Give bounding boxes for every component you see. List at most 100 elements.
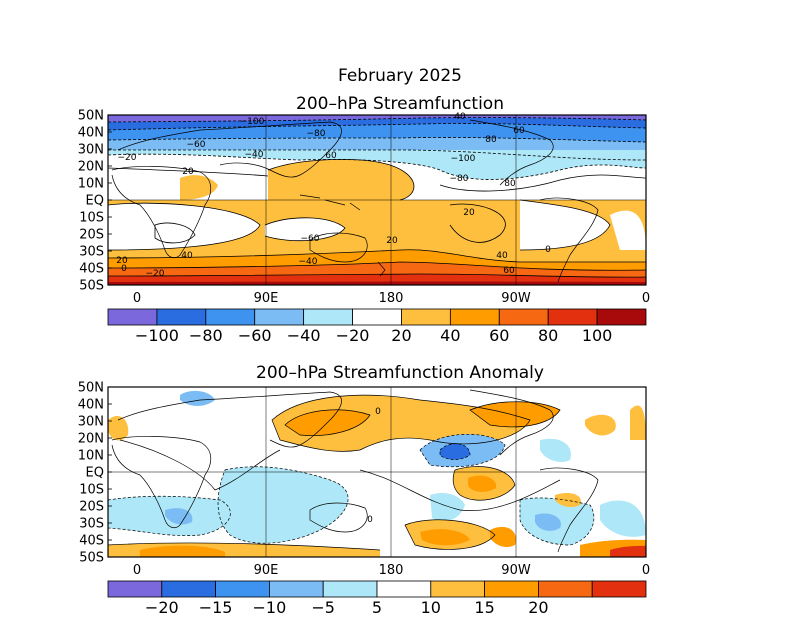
colorbar-label: 10 [421,598,441,617]
colorbar-swatch [547,308,598,326]
lat-tick-label: 10S [79,483,104,498]
contour-label: 0 [367,515,373,525]
lon-tick-label: 90E [254,291,279,306]
colorbar-label: 100 [582,326,613,345]
contour-label: 0 [375,407,381,417]
colorbar-swatch [215,580,270,598]
lat-tick-label: 50S [79,551,104,566]
lat-tick-label: 50N [78,109,104,124]
colorbar-swatch [376,580,432,598]
colorbar-label: 5 [372,598,382,617]
region-20-nh-africa [180,175,218,200]
coast-south-america [539,197,599,283]
colorbar-swatch [254,308,305,326]
contour-label: −20 [118,153,137,163]
colorbar2: −20 −15 −10 −5 5 10 15 20 [107,580,647,617]
coast-indonesia [299,194,361,211]
coast-africa [111,166,212,259]
colorbar-label: 20 [391,326,411,345]
colorbar1: −100 −80 −60 −40 −20 20 40 60 80 100 [107,308,647,345]
figure-title: February 2025 [338,66,462,86]
lat-tick-label: 20N [78,160,104,175]
lat-tick-label: 10N [78,449,104,464]
band-n-40 [108,150,646,180]
panel1-lat-axis: 50N 40N 30N 20N 10N EQ 10S 20S 30S 40S 50S [78,109,112,294]
panel1-title: 200–hPa Streamfunction [296,94,504,114]
lon-tick-label: 90E [254,563,279,578]
lat-tick-label: 40N [78,398,104,413]
contour-label: −60 [187,140,206,150]
lat-tick-label: 10S [79,211,104,226]
colorbar-swatch [596,308,647,326]
contour-label: 80 [485,135,497,145]
coast-north-america [469,119,554,186]
contour-label: 40 [496,251,508,261]
coast-europe-asia [117,121,342,178]
lat-tick-label: EQ [86,194,104,209]
lon-tick-label: 0 [133,563,141,578]
coast-australia [309,232,368,263]
colorbar-label: −40 [287,326,321,345]
contour-label: 60 [513,126,525,136]
lon-tick-label: 0 [133,291,141,306]
contour-label: −20 [146,269,165,279]
lat-tick-label: 40N [78,126,104,141]
region-20-nh-asia [268,159,414,200]
lat-tick-label: 40S [79,534,104,549]
colorbar-label: −20 [336,326,370,345]
colorbar-label: −80 [189,326,223,345]
lat-tick-label: 10N [78,177,104,192]
band-n-120 [108,115,646,122]
lon-tick-label: 90W [501,563,531,578]
contour-label: −80 [450,174,469,184]
lon-tick-label: 90W [501,291,531,306]
lat-tick-label: 50N [78,381,104,396]
colorbar-swatch [430,580,485,598]
colorbar-swatch [161,580,217,598]
colorbar-swatch [538,580,593,598]
colorbar-label: 40 [440,326,460,345]
panel2-title: 200–hPa Streamfunction Anomaly [256,363,544,383]
lat-tick-label: 20S [79,228,104,243]
colorbar-swatch [449,308,500,326]
contour-label: −100 [451,154,476,164]
lon-tick-label: 180 [379,291,404,306]
lat-tick-label: EQ [86,466,104,481]
lat-tick-label: 30N [78,415,104,430]
lat-tick-label: 30S [79,245,104,260]
colorbar-swatch [303,308,353,326]
colorbar-swatch [322,580,378,598]
anom-pos-pacific [470,401,560,427]
anom-pos-atlantic [585,414,616,436]
panel2-contour-labels: 00 [367,407,381,525]
panel2-lat-axis: 50N 40N 30N 20N 10N EQ 10S 20S 30S 40S 50S [78,381,112,566]
contour-label: −40 [245,150,264,160]
contour-label: 60 [503,266,515,276]
coast-nz [377,261,386,277]
colorbar-label: 15 [474,598,494,617]
colorbar-label: 60 [489,326,509,345]
panel2-lon-axis: 0 90E 180 90W 0 [133,563,650,578]
panel1-map [108,115,646,285]
panel2-grid [265,387,517,557]
colorbar-label: −10 [253,598,287,617]
panel2-map [108,387,646,557]
colorbar-swatch [484,580,539,598]
contour-label: −100 [240,117,265,127]
lat-tick-label: 20N [78,432,104,447]
lon-tick-label: 0 [642,563,650,578]
contour-label: 20 [182,167,194,177]
colorbar-swatch [107,580,163,598]
lat-tick-label: 40S [79,262,104,277]
lon-tick-label: 180 [379,563,404,578]
contour-label: 20 [386,236,398,246]
colorbar-label: −100 [135,326,179,345]
colorbar-label: 20 [528,598,548,617]
lon-tick-label: 0 [642,291,650,306]
contour-label: 40 [181,251,193,261]
lat-tick-label: 50S [79,279,104,294]
colorbar-swatch [156,308,207,326]
colorbar-label: −5 [311,598,335,617]
lat-tick-label: 30S [79,517,104,532]
